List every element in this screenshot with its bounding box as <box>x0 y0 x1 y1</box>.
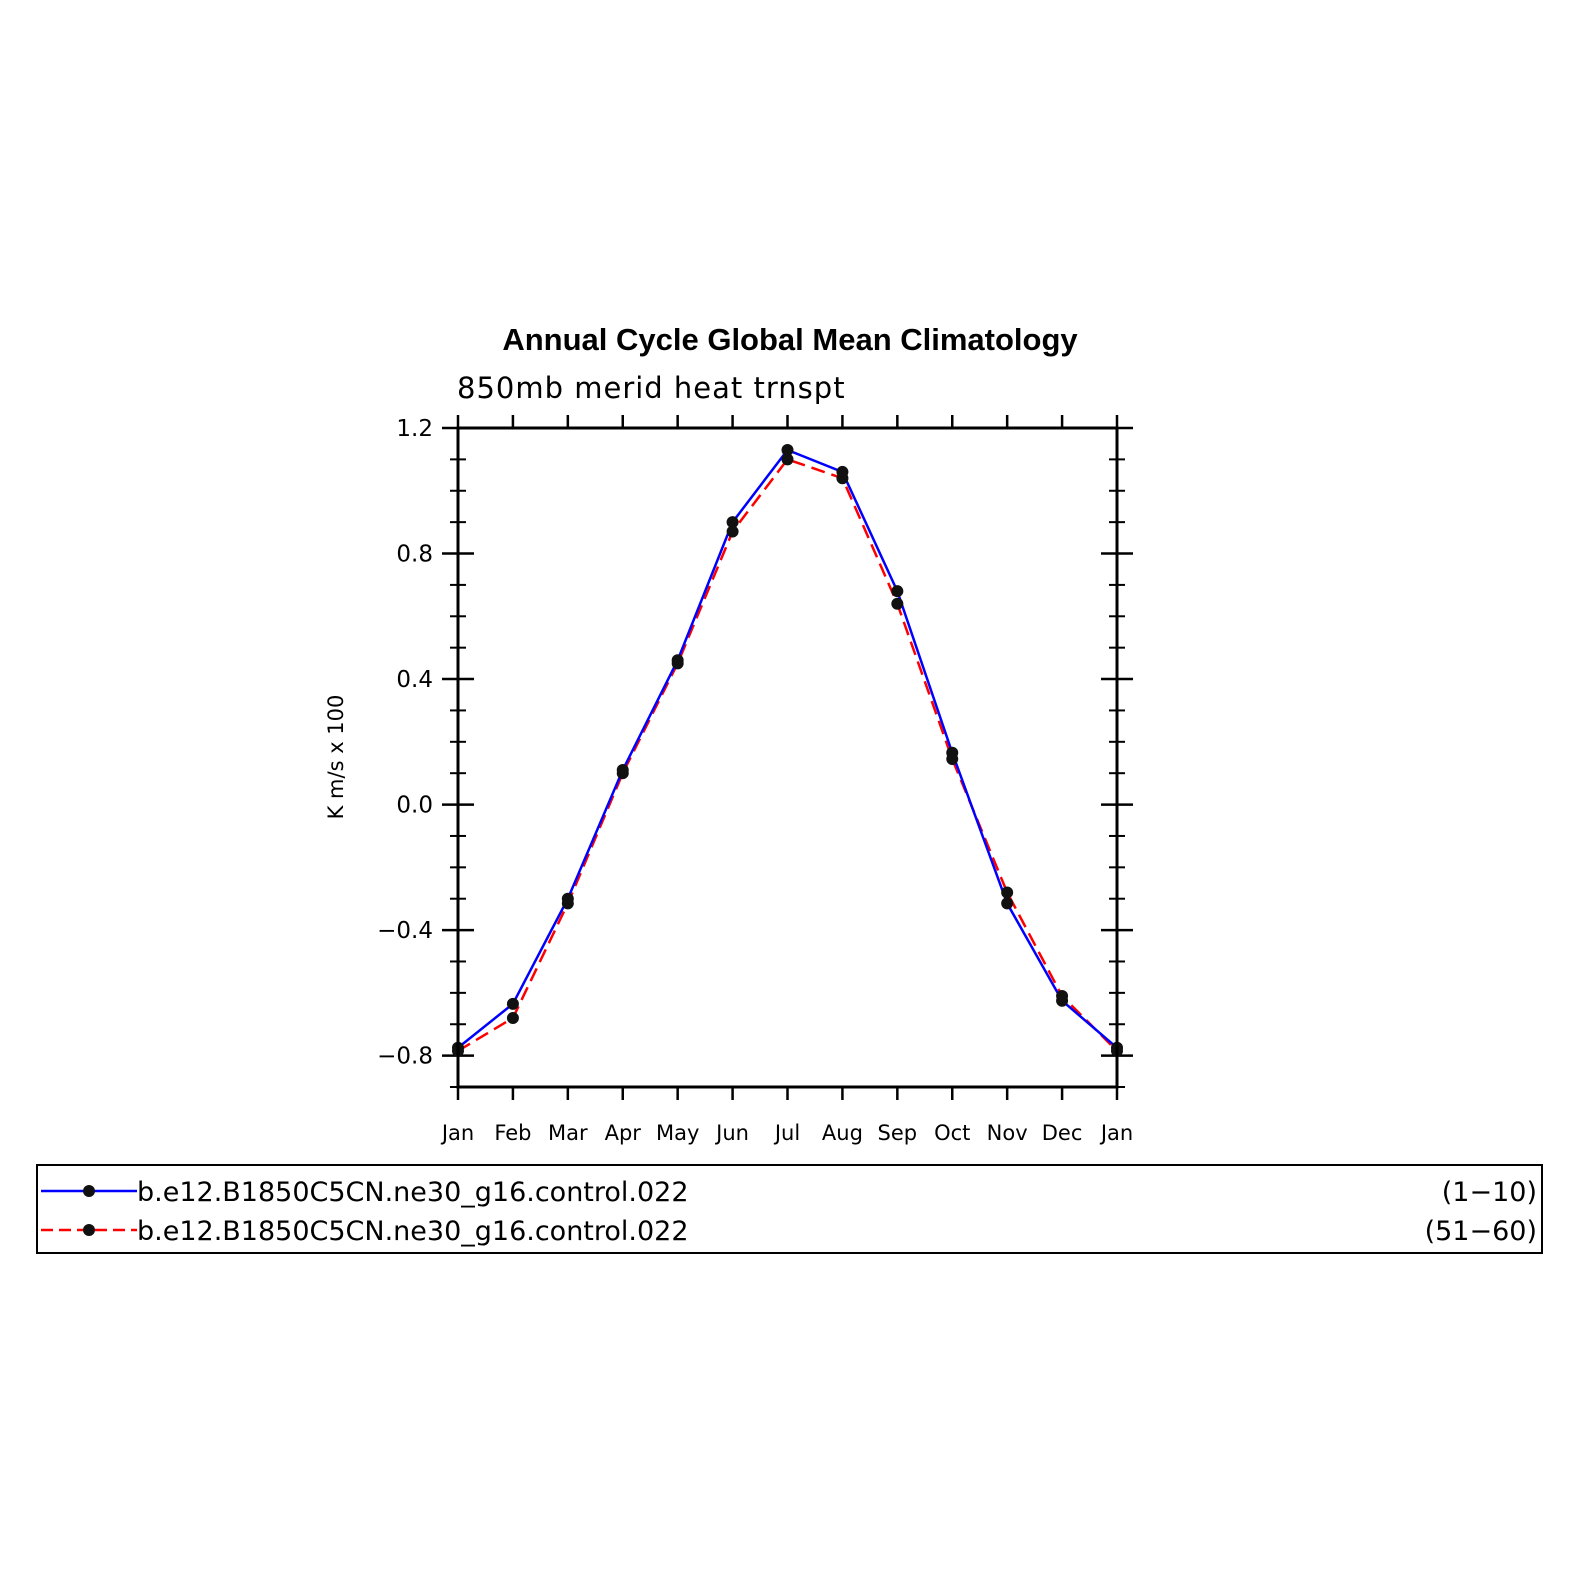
x-tick-label: Jan <box>1099 1121 1133 1145</box>
y-tick-labels: −0.8 −0.4 0.0 0.4 0.8 1.2 <box>377 416 433 1070</box>
x-tick-label: Mar <box>548 1121 588 1145</box>
data-point <box>726 516 739 529</box>
data-point <box>671 657 684 670</box>
y-tick-label: 1.2 <box>396 416 433 442</box>
data-point <box>561 897 574 910</box>
x-tick-label: Jul <box>773 1121 800 1145</box>
data-point <box>891 585 904 598</box>
legend: b.e12.B1850C5CN.ne30_g16.control.022 (1−1… <box>36 1164 1543 1254</box>
x-tick-label: Dec <box>1042 1121 1083 1145</box>
chart-title: Annual Cycle Global Mean Climatology <box>502 322 1078 357</box>
data-point <box>506 997 519 1010</box>
y-tick-label: 0.8 <box>396 542 433 568</box>
x-tick-label: Feb <box>494 1121 531 1145</box>
data-point <box>946 753 959 766</box>
y-tick-label: −0.8 <box>377 1044 433 1070</box>
data-point <box>891 597 904 610</box>
x-tick-label: Apr <box>605 1121 642 1145</box>
data-point <box>836 472 849 485</box>
y-axis-label: K m/s x 100 <box>324 695 348 820</box>
legend-label: b.e12.B1850C5CN.ne30_g16.control.022 <box>137 1177 689 1208</box>
x-tick-label: Jun <box>714 1121 749 1145</box>
data-point <box>1001 897 1014 910</box>
legend-box <box>36 1164 1543 1254</box>
data-point <box>1056 989 1069 1002</box>
x-tick-label: May <box>656 1121 699 1145</box>
data-point <box>781 453 794 466</box>
legend-swatch-marker <box>83 1224 95 1236</box>
x-tick-label: Jan <box>440 1121 474 1145</box>
x-tick-label: Oct <box>934 1121 970 1145</box>
x-tick-label: Sep <box>878 1121 918 1145</box>
legend-period: (51−60) <box>1425 1216 1537 1247</box>
y-tick-label: 0.0 <box>396 793 433 819</box>
legend-label: b.e12.B1850C5CN.ne30_g16.control.022 <box>137 1216 689 1247</box>
series-layer <box>452 443 1123 1057</box>
x-tick-label: Aug <box>822 1121 863 1145</box>
series-line <box>457 448 1118 1049</box>
legend-swatch-marker <box>83 1185 95 1197</box>
plot-frame <box>456 426 1119 1089</box>
legend-period: (1−10) <box>1442 1177 1537 1208</box>
data-point <box>726 525 739 538</box>
data-point <box>1001 886 1014 899</box>
data-point <box>781 443 794 456</box>
y-tick-label: 0.4 <box>396 667 433 693</box>
series-line <box>457 457 1118 1052</box>
legend-entries: b.e12.B1850C5CN.ne30_g16.control.022 (1−1… <box>41 1177 1537 1247</box>
data-point <box>616 767 629 780</box>
x-tick-label: Nov <box>987 1121 1028 1145</box>
chart-subtitle: 850mb merid heat trnspt <box>457 371 846 405</box>
axis-ticks <box>442 415 1133 1100</box>
data-point <box>506 1011 519 1024</box>
y-tick-label: −0.4 <box>377 918 433 944</box>
x-tick-labels: Jan Feb Mar Apr May Jun Jul Aug Sep Oct Nov Dec Jan <box>440 1121 1133 1145</box>
